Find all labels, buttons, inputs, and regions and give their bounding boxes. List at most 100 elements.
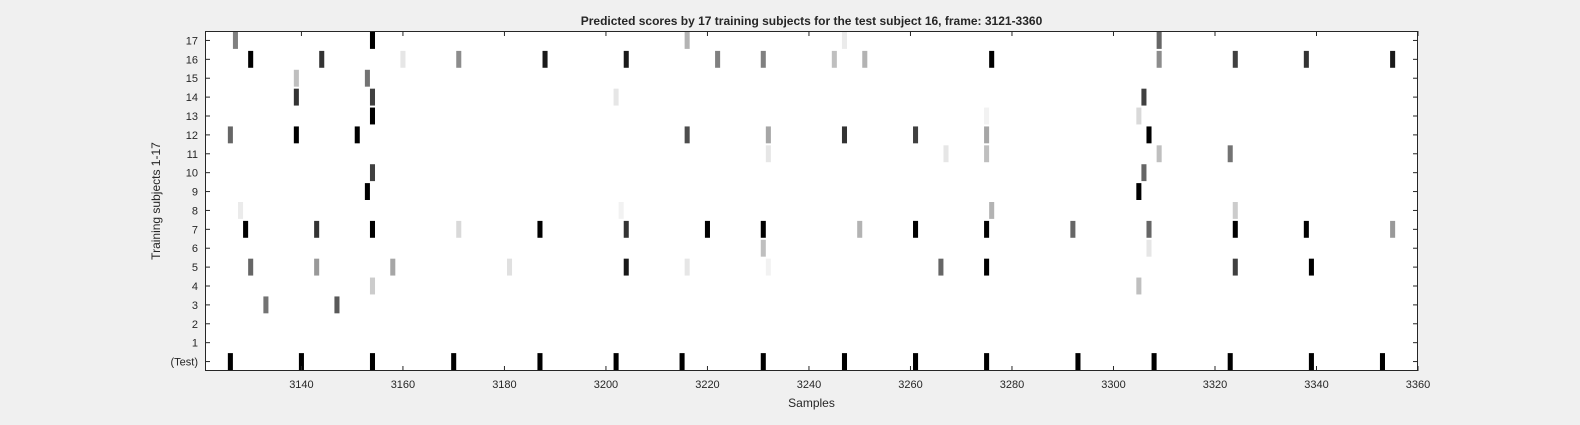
heatmap-cell [1156,145,1162,163]
y-tick-label: 2 [192,319,198,331]
heatmap-cell [613,88,619,106]
y-tick-label: (Test) [171,357,199,369]
heatmap-cell [238,202,244,219]
heatmap-cell [334,296,340,314]
heatmap-cell [298,353,304,370]
heatmap-cell [765,258,771,276]
x-tick-label: 3140 [289,379,313,391]
heatmap-cell [456,50,462,68]
x-tick-label: 3200 [594,379,618,391]
heatmap-cell [319,50,325,68]
heatmap-cell [369,107,376,125]
heatmap-cell [841,32,848,49]
heatmap-cell [1232,258,1238,276]
y-tick-label: 1 [192,338,198,350]
heatmap-cell [1390,220,1396,238]
heatmap-cell [542,50,548,68]
heatmap-cell [1390,50,1396,68]
heatmap-cell [354,126,360,144]
heatmap-cell [684,258,690,276]
x-tick-label: 3300 [1101,379,1125,391]
heatmap-cell [1146,126,1152,144]
heatmap-cell [1075,353,1081,370]
heatmap-cell [913,353,919,370]
heatmap-cell [1141,164,1147,182]
heatmap-cell [364,69,370,87]
heatmap-cell [369,353,376,370]
heatmap-cell [364,183,370,200]
heatmap-cell [984,220,990,238]
heatmap-cell [623,220,629,238]
heatmap-cell [1136,277,1142,295]
heatmap-cell [1303,220,1309,238]
heatmap-cell [938,258,944,276]
heatmap-cell [506,258,513,276]
y-tick-label: 6 [192,243,198,255]
heatmap-cell [704,220,710,238]
heatmap-cell [765,145,771,163]
y-tick-label: 16 [186,54,198,66]
heatmap-cell [293,88,299,106]
heatmap-cell [451,353,457,370]
heatmap-cell [715,50,721,68]
y-tick-label: 12 [186,130,198,142]
heatmap-cell [1227,353,1233,370]
heatmap-cell [1136,183,1142,200]
heatmap-cell [537,220,543,238]
heatmap-cell [369,277,376,295]
heatmap-cell [984,145,990,163]
heatmap-cell [369,32,376,49]
heatmap-cell [831,50,837,68]
heatmap-cell [1156,32,1162,49]
heatmap-cell [1303,50,1309,68]
heatmap-cell [293,126,299,144]
heatmap-cell [679,353,685,370]
heatmap-cell [1156,50,1162,68]
chart-title: Predicted scores by 17 training subjects… [581,14,1043,28]
plot-frame [205,31,1418,371]
heatmap-cell [913,126,919,144]
x-tick-label: 3160 [391,379,415,391]
heatmap-cell [760,220,766,238]
plot-area [205,31,1418,371]
heatmap-cell [1308,353,1314,370]
heatmap-cell [390,258,396,276]
heatmap-cell [1146,220,1152,238]
heatmap-cell [765,126,771,144]
heatmap-cell [618,202,624,219]
heatmap-cell [232,32,238,49]
heatmap-cell [684,32,690,49]
heatmap-cell [984,258,990,276]
heatmap-cell [248,258,254,276]
y-axis-label: Training subjects 1-17 [149,142,163,260]
y-tick-label: 11 [187,149,198,161]
heatmap-cell [760,50,766,68]
heatmap-cell [857,220,863,238]
heatmap-cell [862,50,868,68]
y-tick-label: 3 [192,300,198,312]
heatmap-cell [369,220,376,238]
x-tick-label: 3220 [695,379,719,391]
heatmap-cell [943,145,949,163]
heatmap-cell [248,50,254,68]
heatmap-cell [1232,220,1238,238]
heatmap-cell [841,126,848,144]
heatmap-cell [984,353,990,370]
x-tick-label: 3280 [1000,379,1024,391]
heatmap-cell [623,258,629,276]
heatmap-cell [684,126,690,144]
heatmap-cell [1070,220,1076,238]
x-tick-label: 3180 [492,379,516,391]
heatmap-cell [841,353,848,370]
heatmap-cell [369,88,376,106]
heatmap-cell [1308,258,1314,276]
x-axis: 3140 3160 3180 3200 3220 3240 3260 3280 3300 3320… [289,31,1430,391]
heatmap-cell [760,239,766,257]
heatmap-cell [1136,107,1142,125]
heatmap-cell [400,50,406,68]
y-tick-label: 5 [192,262,198,274]
heatmap-cell [989,202,995,219]
heatmap-cell [760,353,766,370]
